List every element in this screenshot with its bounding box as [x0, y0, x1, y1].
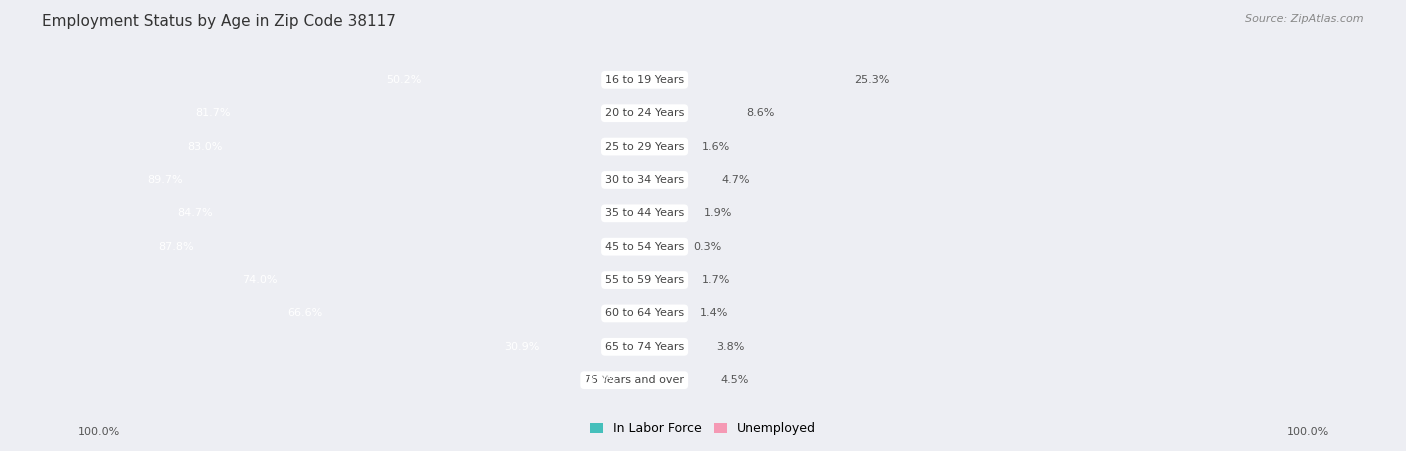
Text: 4.7%: 4.7%: [721, 175, 749, 185]
Text: 18.0%: 18.0%: [582, 375, 617, 385]
Text: 55 to 59 Years: 55 to 59 Years: [605, 275, 685, 285]
Text: 30.9%: 30.9%: [503, 342, 538, 352]
Text: 3.8%: 3.8%: [716, 342, 744, 352]
Text: 65 to 74 Years: 65 to 74 Years: [605, 342, 685, 352]
Text: 25 to 29 Years: 25 to 29 Years: [605, 142, 685, 152]
Text: 87.8%: 87.8%: [159, 242, 194, 252]
Text: 100.0%: 100.0%: [77, 428, 120, 437]
Text: 50.2%: 50.2%: [387, 75, 422, 85]
Text: 1.9%: 1.9%: [703, 208, 733, 218]
Text: 1.7%: 1.7%: [702, 275, 731, 285]
Legend: In Labor Force, Unemployed: In Labor Force, Unemployed: [585, 417, 821, 440]
Text: 4.5%: 4.5%: [720, 375, 748, 385]
Text: 60 to 64 Years: 60 to 64 Years: [605, 308, 685, 318]
Text: 74.0%: 74.0%: [242, 275, 277, 285]
Text: 89.7%: 89.7%: [146, 175, 183, 185]
Text: 84.7%: 84.7%: [177, 208, 212, 218]
Text: 81.7%: 81.7%: [195, 108, 231, 118]
Text: 83.0%: 83.0%: [187, 142, 224, 152]
Text: 35 to 44 Years: 35 to 44 Years: [605, 208, 685, 218]
Text: Employment Status by Age in Zip Code 38117: Employment Status by Age in Zip Code 381…: [42, 14, 396, 28]
Text: 66.6%: 66.6%: [287, 308, 322, 318]
Text: 0.3%: 0.3%: [693, 242, 721, 252]
Text: 25.3%: 25.3%: [855, 75, 890, 85]
Text: 75 Years and over: 75 Years and over: [585, 375, 685, 385]
Text: 8.6%: 8.6%: [747, 108, 775, 118]
Text: 1.4%: 1.4%: [700, 308, 728, 318]
Text: 100.0%: 100.0%: [1286, 428, 1329, 437]
Text: 20 to 24 Years: 20 to 24 Years: [605, 108, 685, 118]
Text: 30 to 34 Years: 30 to 34 Years: [605, 175, 685, 185]
Text: 45 to 54 Years: 45 to 54 Years: [605, 242, 685, 252]
Text: 1.6%: 1.6%: [702, 142, 730, 152]
Text: 16 to 19 Years: 16 to 19 Years: [605, 75, 685, 85]
Text: Source: ZipAtlas.com: Source: ZipAtlas.com: [1246, 14, 1364, 23]
